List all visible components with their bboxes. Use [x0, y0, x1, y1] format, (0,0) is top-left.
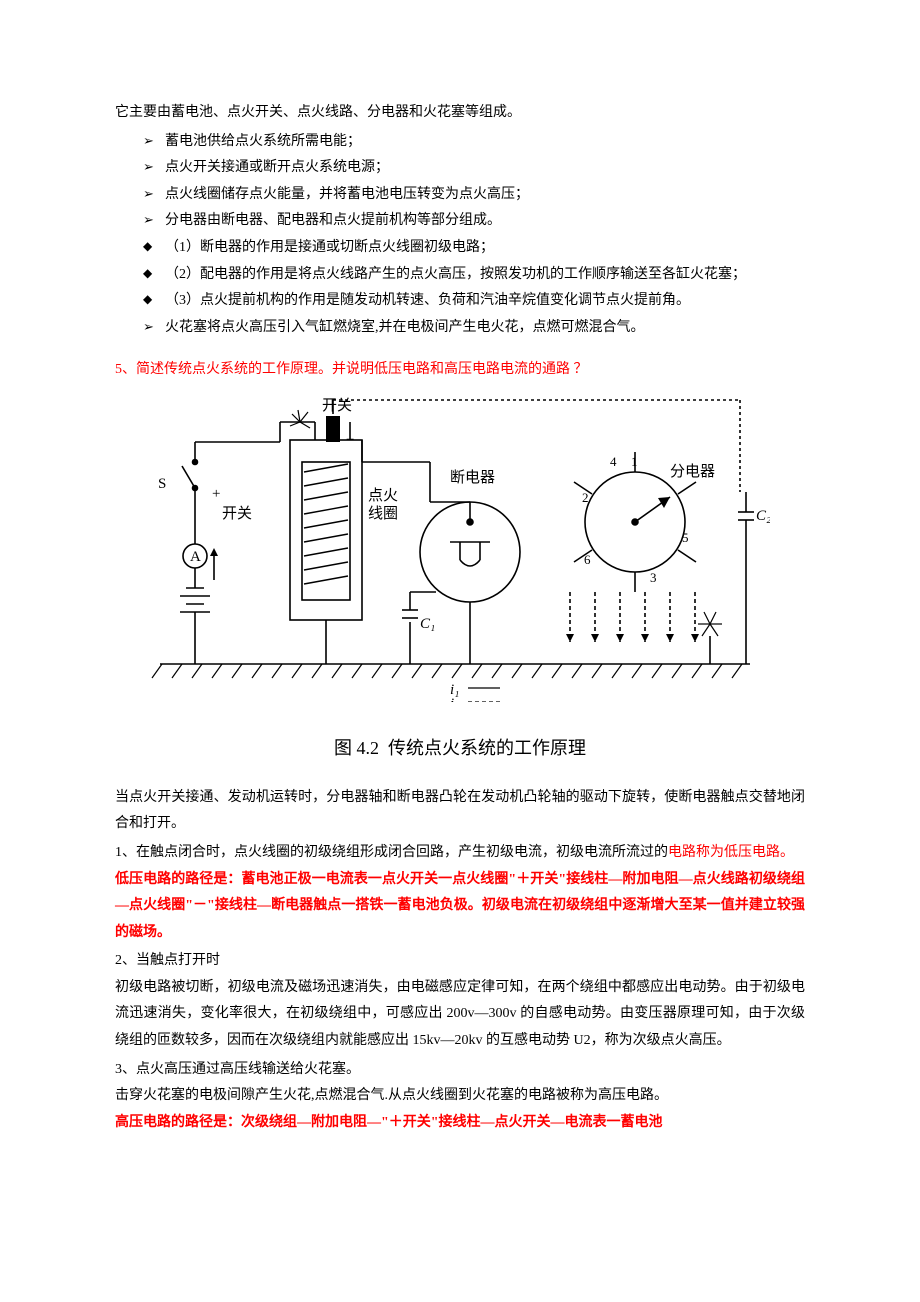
label-n3: 3 — [650, 570, 657, 585]
figure-caption-text: 传统点火系统的工作原理 — [388, 738, 586, 758]
arrow-bullets-2: 火花塞将点火高压引入气缸燃烧室,并在电极间产生电火花，点燃可燃混合气。 — [115, 315, 805, 342]
ignition-circuit-svg: 开关 开关 S A + 点火 线圈 断电器 分电器 C₁ C₂ i₁ i₂ − … — [150, 392, 770, 702]
arrow-bullets-1: 蓄电池供给点火系统所需电能； 点火开关接通或断开点火系统电源； 点火线圈储存点火… — [115, 129, 805, 235]
label-coil-2: 线圈 — [368, 505, 398, 522]
label-breaker: 断电器 — [450, 469, 495, 486]
figure-diagram: 开关 开关 S A + 点火 线圈 断电器 分电器 C₁ C₂ i₁ i₂ − … — [115, 392, 805, 713]
section-2-title: 2、当触点打开时 — [115, 948, 805, 975]
arrow-item: 分电器由断电器、配电器和点火提前机构等部分组成。 — [143, 208, 805, 235]
label-n5: 5 — [682, 530, 689, 545]
label-i2: i₂ — [450, 696, 459, 702]
label-n2: 2 — [582, 490, 589, 505]
label-minus: − — [346, 432, 354, 448]
arrow-item: 蓄电池供给点火系统所需电能； — [143, 129, 805, 156]
diamond-item: （3）点火提前机构的作用是随发动机转速、负荷和汽油辛烷值变化调节点火提前角。 — [143, 288, 805, 315]
diamond-item: （2）配电器的作用是将点火线路产生的点火高压，按照发功机的工作顺序输送至各缸火花… — [143, 262, 805, 289]
label-c2: C₂ — [756, 508, 770, 524]
label-switch-left: 开关 — [222, 505, 252, 522]
arrow-item: 点火开关接通或断开点火系统电源； — [143, 155, 805, 182]
label-n4: 4 — [610, 454, 617, 469]
label-distributor: 分电器 — [670, 463, 715, 480]
question-5-heading: 5、简述传统点火系统的工作原理。并说明低压电路和高压电路电流的通路 ？ — [115, 357, 805, 384]
label-plus: + — [212, 486, 220, 502]
section-3-title: 3、点火高压通过高压线输送给火花塞。 — [115, 1057, 805, 1084]
diamond-bullets: （1）断电器的作用是接通或切断点火线圈初级电路； （2）配电器的作用是将点火线路… — [115, 235, 805, 315]
paragraph-rotation: 当点火开关接通、发动机运转时，分电器轴和断电器凸轮在发动机凸轮轴的驱动下旋转，使… — [115, 785, 805, 838]
label-coil-1: 点火 — [368, 487, 398, 504]
label-n6: 6 — [584, 552, 591, 567]
section-1-red: 电路称为低压电路。 — [668, 845, 794, 860]
label-n1: 1 — [631, 454, 638, 469]
high-voltage-path: 高压电路的路径是：次级绕组—附加电阻—"＋开关"接线柱—点火开关—电流表一蓄电池 — [115, 1110, 805, 1137]
arrow-item: 火花塞将点火高压引入气缸燃烧室,并在电极间产生电火花，点燃可燃混合气。 — [143, 315, 805, 342]
diamond-item: （1）断电器的作用是接通或切断点火线圈初级电路； — [143, 235, 805, 262]
label-a: A — [190, 549, 201, 565]
section-3-body: 击穿火花塞的电极间隙产生火花,点燃混合气.从点火线圈到火花塞的电路被称为高压电路… — [115, 1083, 805, 1110]
section-1: 1、在触点闭合时，点火线圈的初级绕组形成闭合回路，产生初级电流，初级电流所流过的… — [115, 840, 805, 867]
intro-paragraph: 它主要由蓄电池、点火开关、点火线路、分电器和火花塞等组成。 — [115, 100, 805, 127]
label-switch-top: 开关 — [322, 397, 352, 414]
figure-caption: 图 4.2 传统点火系统的工作原理 — [115, 731, 805, 765]
figure-caption-prefix: 图 4.2 — [334, 738, 379, 758]
arrow-item: 点火线圈储存点火能量，并将蓄电池电压转变为点火高压； — [143, 182, 805, 209]
section-1-lead: 1、在触点闭合时，点火线圈的初级绕组形成闭合回路，产生初级电流，初级电流所流过的 — [115, 845, 668, 860]
section-2-body: 初级电路被切断，初级电流及磁场迅速消失，由电磁感应定律可知，在两个绕组中都感应出… — [115, 975, 805, 1055]
low-voltage-path: 低压电路的路径是：蓄电池正极一电流表一点火开关一点火线圈"＋开关"接线柱—附加电… — [115, 867, 805, 947]
label-c1: C₁ — [420, 616, 435, 632]
label-s: S — [158, 476, 166, 492]
